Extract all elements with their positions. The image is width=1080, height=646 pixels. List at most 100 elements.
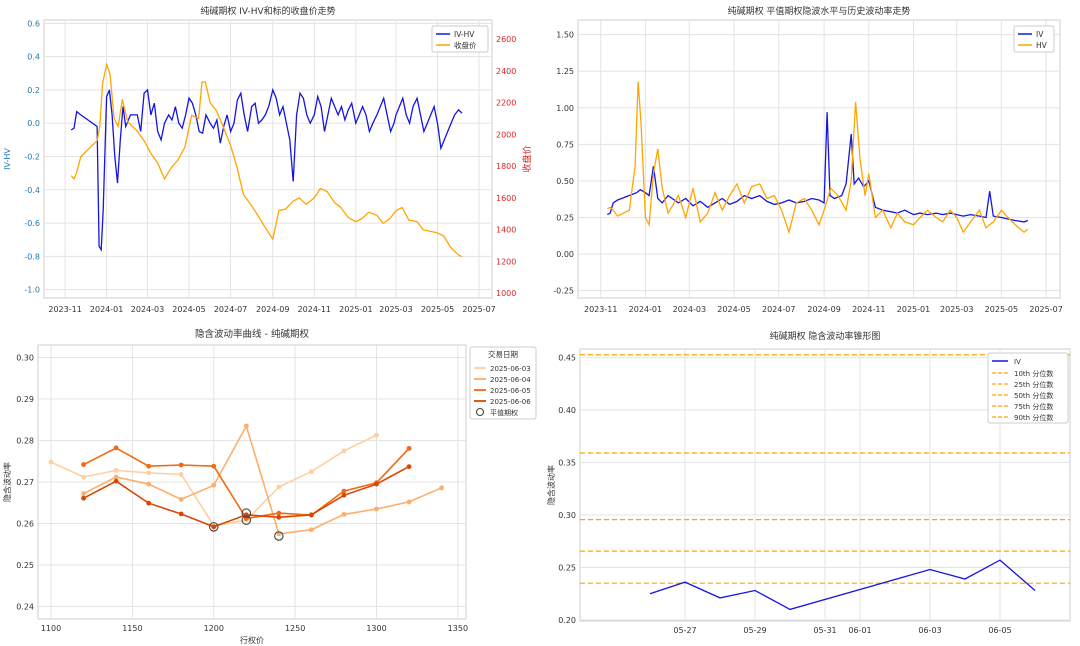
x-tick-label: 2025-03 <box>379 305 412 314</box>
smile-point <box>178 462 184 468</box>
y-tick-label: 0.6 <box>27 19 40 28</box>
y2-tick-label: 1000 <box>496 289 516 298</box>
legend-box <box>469 346 537 420</box>
smile-point <box>439 485 444 491</box>
smile-point <box>211 524 217 530</box>
x-tick-label: 1300 <box>366 624 386 633</box>
smile-point <box>113 467 119 473</box>
series-line-hv <box>607 81 1029 235</box>
chart-title: 纯碱期权 隐含波动率锥形图 <box>770 330 881 342</box>
legend-label: 平值期权 <box>490 408 518 417</box>
iv-hv-price-chart: 2023-11 2024-01 2024-03 2024-05 2024-07 2024-… <box>3 5 533 314</box>
smile-point <box>211 482 217 488</box>
x-tick-label: 1100 <box>41 624 61 633</box>
plot-frame <box>43 19 493 299</box>
y2-tick-label: 2600 <box>496 35 516 44</box>
smile-point <box>113 445 119 451</box>
chart-title: 隐含波动率曲线 - 纯碱期权 <box>195 328 309 340</box>
x-axis-label: 行权价 <box>240 635 264 645</box>
y-tick-label: 1.50 <box>556 31 574 40</box>
smile-point <box>308 512 314 518</box>
x-tick-label: 2024-09 <box>807 305 840 314</box>
x-tick-label: 2025-07 <box>1029 305 1062 314</box>
x-tick-label: 2025-03 <box>940 305 973 314</box>
y-tick-label: -0.4 <box>24 186 40 195</box>
legend-label: IV-HV <box>454 30 475 39</box>
smile-point <box>211 463 217 469</box>
y-tick-label: 0.27 <box>16 478 34 487</box>
smile-point <box>113 474 119 480</box>
legend-title: 交易日期 <box>488 349 518 359</box>
y-tick-label: 0.24 <box>16 603 34 612</box>
smile-line <box>83 423 442 535</box>
y-tick-label: 0.40 <box>558 406 576 415</box>
series-line-close-price <box>70 62 463 258</box>
x-tick-label: 1200 <box>204 624 224 633</box>
y-tick-label: 0.26 <box>16 520 34 529</box>
legend-label: IV <box>1036 30 1044 39</box>
y-tick-label: 1.25 <box>556 67 574 76</box>
legend-label: 90th 分位数 <box>1014 413 1053 422</box>
y-tick-label: -0.25 <box>553 287 574 296</box>
atm-marker <box>274 531 284 541</box>
x-tick-label: 2024-11 <box>852 305 885 314</box>
y-tick-label: 0.4 <box>27 53 40 62</box>
iv-smile-chart: 1100 1150 1200 1250 1300 1350 0.24 0.25 0.26 0.27… <box>2 328 537 645</box>
x-tick-label: 2024-11 <box>298 305 331 314</box>
series-line-iv <box>607 112 1029 223</box>
smile-point <box>341 492 347 498</box>
smile-point <box>81 474 86 480</box>
smile-point <box>276 484 282 490</box>
smile-point <box>406 464 412 470</box>
smile-point <box>146 481 152 487</box>
smile-point <box>146 470 152 476</box>
legend-label: 2025-06-06 <box>490 398 531 406</box>
chart-title: 纯碱期权 IV-HV和标的收盘价走势 <box>200 5 335 17</box>
y-tick-label: 0.75 <box>556 140 574 149</box>
smile-point <box>341 488 347 494</box>
series-line-iv <box>649 559 1036 611</box>
x-tick-label: 2025-01 <box>897 305 930 314</box>
smile-point <box>178 497 184 502</box>
y2-axis-label: 收盘价 <box>521 145 533 172</box>
y-tick-label: 0.29 <box>16 395 34 404</box>
y-axis-label: 隐含波动率 <box>546 465 556 505</box>
legend-label: 50th 分位数 <box>1014 391 1053 400</box>
y-axis-label: IV-HV <box>3 148 12 170</box>
smile-point <box>374 481 379 487</box>
x-tick-label: 2024-07 <box>762 305 795 314</box>
y2-tick-label: 2200 <box>496 99 516 108</box>
x-tick-label: 2024-03 <box>131 305 164 314</box>
y2-tick-label: 1800 <box>496 162 516 171</box>
smile-point <box>276 531 282 537</box>
smile-point <box>341 448 347 454</box>
y-tick-label: 0.0 <box>27 119 40 128</box>
x-tick-label: 2025-01 <box>339 305 372 314</box>
y2-tick-label: 2000 <box>496 130 516 139</box>
legend-label: 收盘价 <box>454 40 477 50</box>
atm-marker <box>209 522 219 532</box>
legend-label: 25th 分位数 <box>1014 380 1053 389</box>
legend-label: 10th 分位数 <box>1014 369 1053 378</box>
y-tick-label: 0.25 <box>16 561 34 570</box>
y2-tick-label: 2400 <box>496 67 516 76</box>
legend-atm-swatch <box>475 407 485 417</box>
y-tick-label: 0.20 <box>558 616 576 625</box>
x-tick-label: 2023-11 <box>584 305 617 314</box>
x-tick-label: 2025-05 <box>985 305 1018 314</box>
x-tick-label: 2025-07 <box>462 305 495 314</box>
y-tick-label: 0.30 <box>16 353 34 362</box>
y2-tick-label: 1400 <box>496 226 516 235</box>
x-tick-label: 2024-05 <box>172 305 205 314</box>
y-tick-label: -0.2 <box>24 153 40 162</box>
y-tick-label: 0.35 <box>558 458 576 467</box>
legend-label: IV <box>1014 358 1021 366</box>
x-tick-label: 2024-01 <box>90 305 123 314</box>
y-tick-label: -0.6 <box>24 219 40 228</box>
legend-box <box>1013 25 1055 53</box>
smile-point <box>374 506 379 512</box>
smile-point <box>81 495 86 501</box>
series-line-iv-hv <box>70 87 463 252</box>
y-tick-label: -0.8 <box>24 252 40 261</box>
y-tick-label: 0.25 <box>558 563 576 572</box>
